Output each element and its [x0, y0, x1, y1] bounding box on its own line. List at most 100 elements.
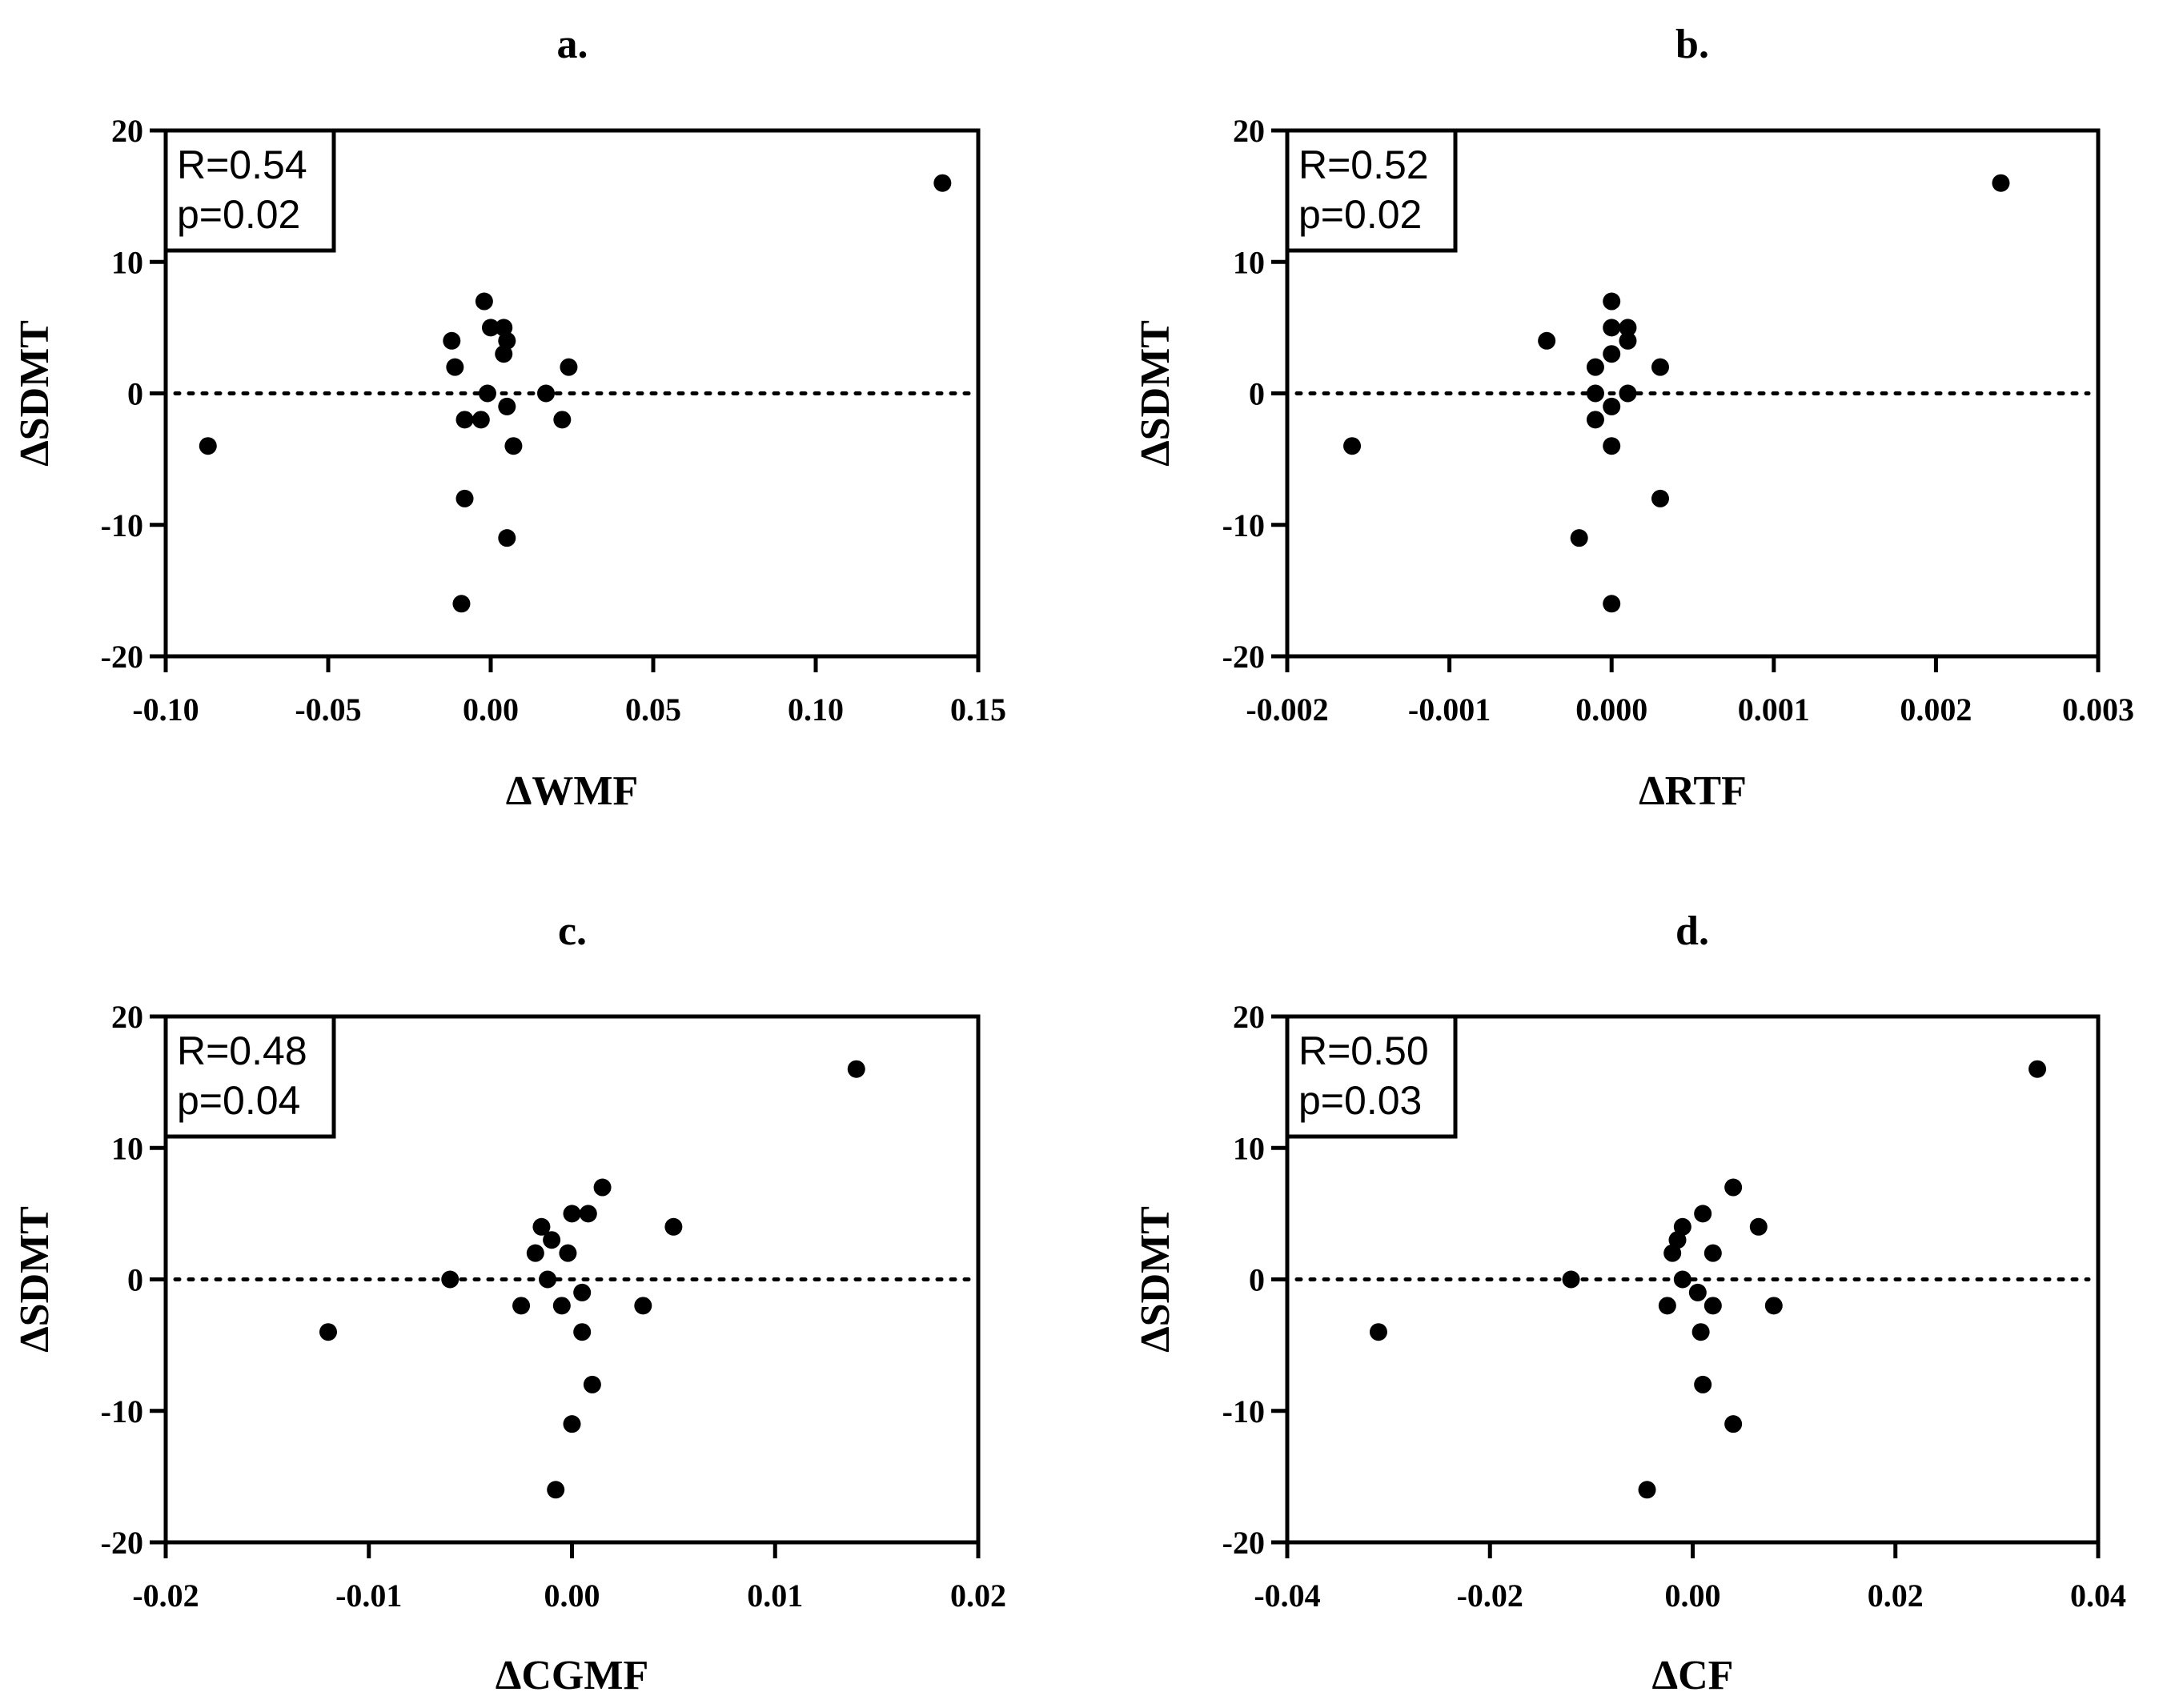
data-point	[1538, 331, 1556, 350]
data-point	[1691, 1323, 1710, 1341]
stat-r-value: R=0.52	[1298, 142, 1429, 187]
data-point	[1673, 1217, 1691, 1236]
x-axis-label: ΔCF	[1652, 1653, 1734, 1698]
x-tick-label: 0.15	[950, 692, 1006, 728]
stats-box: R=0.54 p=0.02	[163, 128, 336, 253]
data-point	[498, 529, 516, 547]
panel-c: c. -20 -10 0 10 20 -0.02 -0.01 0.00 0.01 0.02 ΔCGMF…	[12, 908, 1006, 1698]
y-tick-label: 10	[1233, 1130, 1265, 1166]
data-point	[441, 1270, 459, 1289]
data-point	[1369, 1323, 1387, 1341]
x-tick-label: 0.02	[950, 1578, 1006, 1614]
y-tick-label: 10	[111, 244, 143, 280]
data-point	[1603, 319, 1621, 337]
data-point	[199, 437, 217, 455]
data-point	[1619, 331, 1637, 350]
x-tick-label: -0.05	[295, 692, 361, 728]
data-point	[560, 358, 578, 376]
stat-p-value: p=0.03	[1298, 1078, 1422, 1123]
y-tick-label: -20	[1222, 1525, 1265, 1561]
y-tick-label: 10	[1233, 244, 1265, 280]
data-point	[593, 1178, 612, 1197]
panel-title: c.	[558, 908, 587, 954]
y-tick-label: 0	[127, 376, 143, 412]
y-tick-label: 0	[1249, 1262, 1265, 1298]
data-point	[539, 1270, 557, 1289]
y-tick-label: 20	[1233, 999, 1265, 1035]
x-tick-label: -0.02	[132, 1578, 199, 1614]
x-tick-label: -0.10	[132, 692, 199, 728]
x-tick-label: 0.10	[788, 692, 844, 728]
data-point	[1603, 345, 1621, 363]
y-tick-label: 20	[111, 113, 143, 149]
data-point	[1658, 1297, 1676, 1315]
x-tick-label: 0.00	[1665, 1578, 1721, 1614]
panel-a: a. -20 -10 0 10 20 -0.10 -0.05 0.00 0.05 0.10 0.15 Δ…	[12, 22, 1006, 814]
data-point	[559, 1244, 577, 1262]
data-point	[933, 174, 952, 192]
data-point	[1619, 319, 1637, 337]
data-point	[847, 1060, 865, 1078]
x-axis-label: ΔWMF	[506, 768, 638, 814]
stats-box-frame	[1285, 128, 1458, 253]
data-point	[583, 1375, 601, 1393]
data-point	[495, 319, 513, 337]
data-point	[1603, 595, 1621, 613]
data-point	[472, 411, 490, 429]
data-point	[1694, 1375, 1712, 1393]
data-point	[552, 1297, 571, 1315]
data-point	[1586, 384, 1604, 403]
data-point	[573, 1283, 592, 1301]
panel-title: b.	[1675, 22, 1709, 67]
y-tick-label: -20	[1222, 639, 1265, 675]
data-point	[1694, 1205, 1712, 1223]
x-tick-label: -0.02	[1457, 1578, 1523, 1614]
data-point	[1638, 1481, 1656, 1499]
data-point	[1603, 292, 1621, 311]
data-point	[452, 595, 471, 613]
data-point	[1619, 384, 1637, 403]
y-tick-label: 20	[111, 999, 143, 1035]
data-point	[504, 437, 523, 455]
data-point	[478, 384, 496, 403]
data-point	[455, 489, 474, 507]
x-tick-label: 0.01	[747, 1578, 803, 1614]
data-point	[1586, 358, 1604, 376]
data-point	[563, 1415, 581, 1433]
data-point	[1586, 411, 1604, 429]
data-point	[1704, 1297, 1722, 1315]
data-point	[526, 1244, 544, 1262]
x-tick-label: -0.04	[1254, 1578, 1320, 1614]
data-point	[664, 1217, 683, 1236]
data-point	[498, 397, 516, 415]
y-tick-label: -10	[1222, 1393, 1265, 1429]
data-point	[443, 331, 461, 350]
x-tick-label: -0.001	[1408, 692, 1491, 728]
data-point	[634, 1297, 652, 1315]
y-tick-label: -20	[101, 639, 143, 675]
data-point	[1724, 1415, 1743, 1433]
panel-title: d.	[1675, 908, 1709, 954]
data-point	[1673, 1270, 1691, 1289]
x-tick-label: 0.02	[1868, 1578, 1924, 1614]
stats-box-frame	[163, 1014, 336, 1139]
panel-d: d. -20 -10 0 10 20 -0.04 -0.02 0.00 0.02 0.04 ΔCF ΔS…	[1133, 908, 2126, 1698]
x-tick-label: 0.05	[625, 692, 681, 728]
x-tick-label: 0.001	[1738, 692, 1810, 728]
y-tick-label: -10	[101, 507, 143, 543]
y-axis-label: ΔSDMT	[12, 1206, 58, 1353]
data-point	[512, 1297, 531, 1315]
x-tick-label: 0.000	[1575, 692, 1647, 728]
y-tick-label: 20	[1233, 113, 1265, 149]
y-tick-label: 10	[111, 1130, 143, 1166]
x-tick-label: 0.003	[2062, 692, 2134, 728]
y-tick-label: -10	[101, 1393, 143, 1429]
y-axis-label: ΔSDMT	[1133, 1206, 1178, 1353]
y-tick-label: -20	[101, 1525, 143, 1561]
data-point	[1704, 1244, 1722, 1262]
data-point	[573, 1323, 592, 1341]
data-point	[455, 411, 474, 429]
data-point	[475, 292, 493, 311]
data-point	[1562, 1270, 1580, 1289]
